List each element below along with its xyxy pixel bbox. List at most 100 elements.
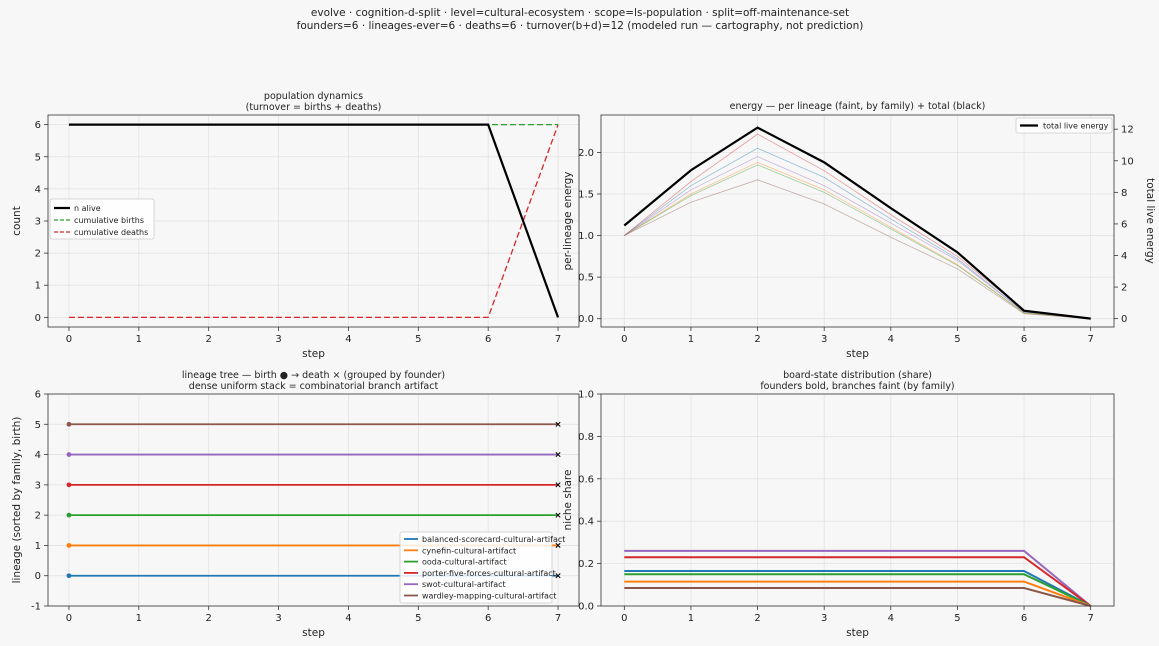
x-tick-label: 5 xyxy=(954,613,960,624)
y-tick-label: 5 xyxy=(35,420,41,431)
panel-title: lineage tree — birth ● → death × (groupe… xyxy=(182,370,445,381)
y-tick-label: 0.2 xyxy=(578,559,594,570)
x-tick-label: 0 xyxy=(66,334,72,345)
x-tick-label: 4 xyxy=(345,334,351,345)
birth-marker xyxy=(66,482,72,488)
y-tick-label: 3 xyxy=(35,217,41,228)
birth-marker xyxy=(66,452,72,457)
x-tick-label: 2 xyxy=(206,613,212,624)
death-marker xyxy=(555,512,561,518)
y-tick-label: 3 xyxy=(35,480,41,491)
x-tick-label: 1 xyxy=(136,613,142,624)
x-axis-label: step xyxy=(846,348,869,360)
birth-marker xyxy=(66,512,72,518)
series-share xyxy=(624,570,1092,607)
y2-tick-label: 2 xyxy=(1121,283,1127,294)
series-lineage-energy xyxy=(624,164,1091,320)
series-share xyxy=(624,580,1092,607)
series-cumulative-deaths xyxy=(68,124,559,319)
birth-marker xyxy=(66,543,72,548)
y-tick-label: 6 xyxy=(35,120,41,131)
series-total-live-energy xyxy=(623,126,1091,320)
panel-title: energy — per lineage (faint, by family) … xyxy=(730,101,986,112)
y-tick-label: 0.6 xyxy=(578,474,594,485)
legend-label: balanced-scorecard-cultural-artifact xyxy=(422,535,565,544)
axes-frame xyxy=(47,393,580,607)
series-n-alive xyxy=(68,123,560,318)
y-tick-label: 0 xyxy=(35,571,41,582)
panel-1: 0 1 2 3 4 5 6 7 0 1 2 3 4 5 6 step count population dynam… xyxy=(11,91,580,360)
y-tick-label: 6 xyxy=(35,390,41,401)
death-marker xyxy=(555,421,561,427)
series-group xyxy=(68,123,560,319)
death-marker xyxy=(555,542,561,548)
x-tick-label: 1 xyxy=(688,334,694,345)
death-marker xyxy=(555,573,561,579)
series-group xyxy=(66,421,561,579)
y-tick-label: 5 xyxy=(35,152,41,163)
suptitle-line-2: founders=6 · lineages-ever=6 · deaths=6 … xyxy=(297,20,864,32)
legend-label: wardley-mapping-cultural-artifact xyxy=(422,592,556,601)
y-tick-label: 2 xyxy=(35,249,41,260)
series-lineage-energy xyxy=(624,156,1091,320)
x-tick-label: 5 xyxy=(954,334,960,345)
x-tick-label: 0 xyxy=(621,334,627,345)
axes-frame xyxy=(600,114,1115,328)
legend-box xyxy=(399,531,553,604)
x-tick-label: 0 xyxy=(66,613,72,624)
legend-label: swot-cultural-artifact xyxy=(422,580,506,589)
y-tick-label: 0.0 xyxy=(578,314,594,325)
x-tick-label: 2 xyxy=(754,334,760,345)
legend: balanced-scorecard-cultural-artifact cyne… xyxy=(399,531,565,604)
x-tick-label: 7 xyxy=(1087,334,1093,345)
series-group xyxy=(623,126,1091,320)
series-lineage-energy xyxy=(624,147,1091,320)
legend-label: porter-five-forces-cultural-artifact xyxy=(422,569,556,578)
y-tick-label: 4 xyxy=(35,450,41,461)
y-tick-label: 1 xyxy=(35,541,41,552)
panel-title: board-state distribution (share) xyxy=(783,370,932,381)
legend: total live energy xyxy=(1015,117,1113,134)
x-tick-label: 1 xyxy=(688,613,694,624)
series-lineage-energy xyxy=(624,179,1091,320)
x-tick-label: 3 xyxy=(275,613,281,624)
x-tick-label: 7 xyxy=(555,334,561,345)
x-tick-label: 7 xyxy=(1087,613,1093,624)
series-share xyxy=(624,573,1092,607)
legend-label: total live energy xyxy=(1043,122,1109,131)
x-tick-label: 3 xyxy=(821,334,827,345)
x-tick-label: 5 xyxy=(415,334,421,345)
x-tick-label: 4 xyxy=(888,613,894,624)
x-tick-label: 6 xyxy=(485,334,491,345)
x-tick-label: 4 xyxy=(888,334,894,345)
y-axis-label: per-lineage energy xyxy=(562,172,574,271)
series-share xyxy=(624,549,1092,607)
y2-tick-label: 8 xyxy=(1121,188,1127,199)
y2-tick-label: 0 xyxy=(1121,314,1127,325)
x-tick-label: 6 xyxy=(1021,613,1027,624)
legend-box xyxy=(1015,117,1113,134)
death-marker xyxy=(555,482,561,488)
axes-frame xyxy=(600,393,1115,607)
x-tick-label: 2 xyxy=(754,613,760,624)
legend-label: cumulative births xyxy=(74,216,144,225)
series-group xyxy=(624,549,1092,607)
y-tick-label: 0 xyxy=(35,313,41,324)
death-marker xyxy=(555,452,561,458)
x-tick-label: 0 xyxy=(621,613,627,624)
y2-tick-label: 4 xyxy=(1121,251,1127,262)
x-axis-label: step xyxy=(846,627,869,639)
y-tick-label: 0.8 xyxy=(578,432,594,443)
y2-tick-label: 12 xyxy=(1121,125,1134,136)
y-axis-label: lineage (sorted by family, birth) xyxy=(11,417,23,584)
x-tick-label: 3 xyxy=(275,334,281,345)
y-tick-label: 1.0 xyxy=(578,390,594,401)
panel-4: 0 1 2 3 4 5 6 7 0.0 0.2 0.4 0.6 0.8 1.0 step niche shar… xyxy=(562,370,1115,639)
x-axis-label: step xyxy=(302,627,325,639)
y-tick-label: -1 xyxy=(31,602,41,613)
y-tick-label: 0.5 xyxy=(578,273,594,284)
series-lineage-energy xyxy=(624,161,1091,320)
legend-label: n alive xyxy=(74,204,101,213)
